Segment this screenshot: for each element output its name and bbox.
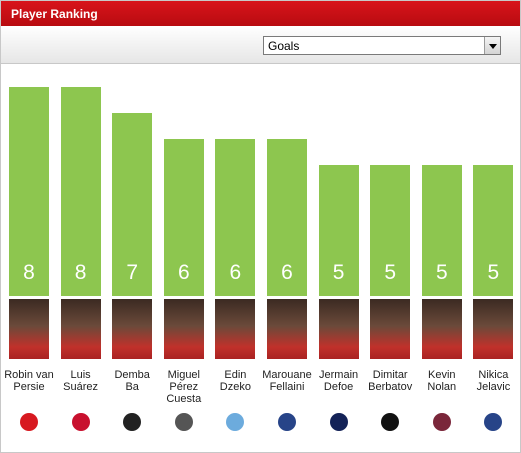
club-logo [71,413,90,431]
club-logo [123,413,142,431]
player-name: Dimitar Berbatov [368,369,413,393]
club-logo [20,413,38,431]
bar [267,139,307,296]
player-photo [318,299,359,359]
player-name: Miguel Pérez Cuesta [166,369,202,405]
player-photo [421,299,462,359]
player-name: Nikica Jelavic [476,369,511,393]
bar [60,87,101,296]
value-label: 7 [126,261,139,284]
bar [163,139,204,296]
player-photo [267,299,307,359]
stat-dropdown[interactable]: Goals [263,36,501,55]
value-label: 6 [177,261,190,284]
bar [112,113,153,296]
player-name: Jermain Defoe [319,369,359,393]
value-label: 5 [487,261,500,284]
bar [9,87,49,296]
title: Player Ranking [11,7,98,21]
bar [318,165,359,296]
player-name: Luis Suárez [63,369,99,393]
player-name: Marouane Fellaini [262,369,312,393]
toolbar: Goals [1,26,520,64]
club-logo [381,413,400,431]
value-label: 6 [229,261,242,284]
player-photo [60,299,101,359]
dropdown-value: Goals [268,39,300,53]
bar [421,165,462,296]
player-photo [473,299,514,359]
value-label: 5 [384,261,397,284]
player-name: Robin van Persie [4,369,54,393]
bar [473,165,514,296]
player-name: Edin Dzeko [219,369,251,393]
club-logo [432,413,451,431]
player-name: Kevin Nolan [427,369,457,393]
value-label: 8 [23,261,35,284]
dropdown-arrow[interactable] [484,37,500,54]
value-label: 8 [74,261,87,284]
club-logo [329,413,348,431]
player-photo [215,299,256,359]
player-name: Demba Ba [114,369,150,393]
player-photo [9,299,49,359]
header: Player Ranking [1,1,520,26]
player-photo [370,299,411,359]
value-label: 5 [435,261,448,284]
bar [215,139,256,296]
club-logo [278,413,296,431]
player-photo [112,299,153,359]
club-logo [226,413,245,431]
value-label: 6 [281,261,293,284]
club-logo [484,413,503,431]
player-photo [163,299,204,359]
bar [370,165,411,296]
value-label: 5 [332,261,345,284]
club-logo [174,413,193,431]
